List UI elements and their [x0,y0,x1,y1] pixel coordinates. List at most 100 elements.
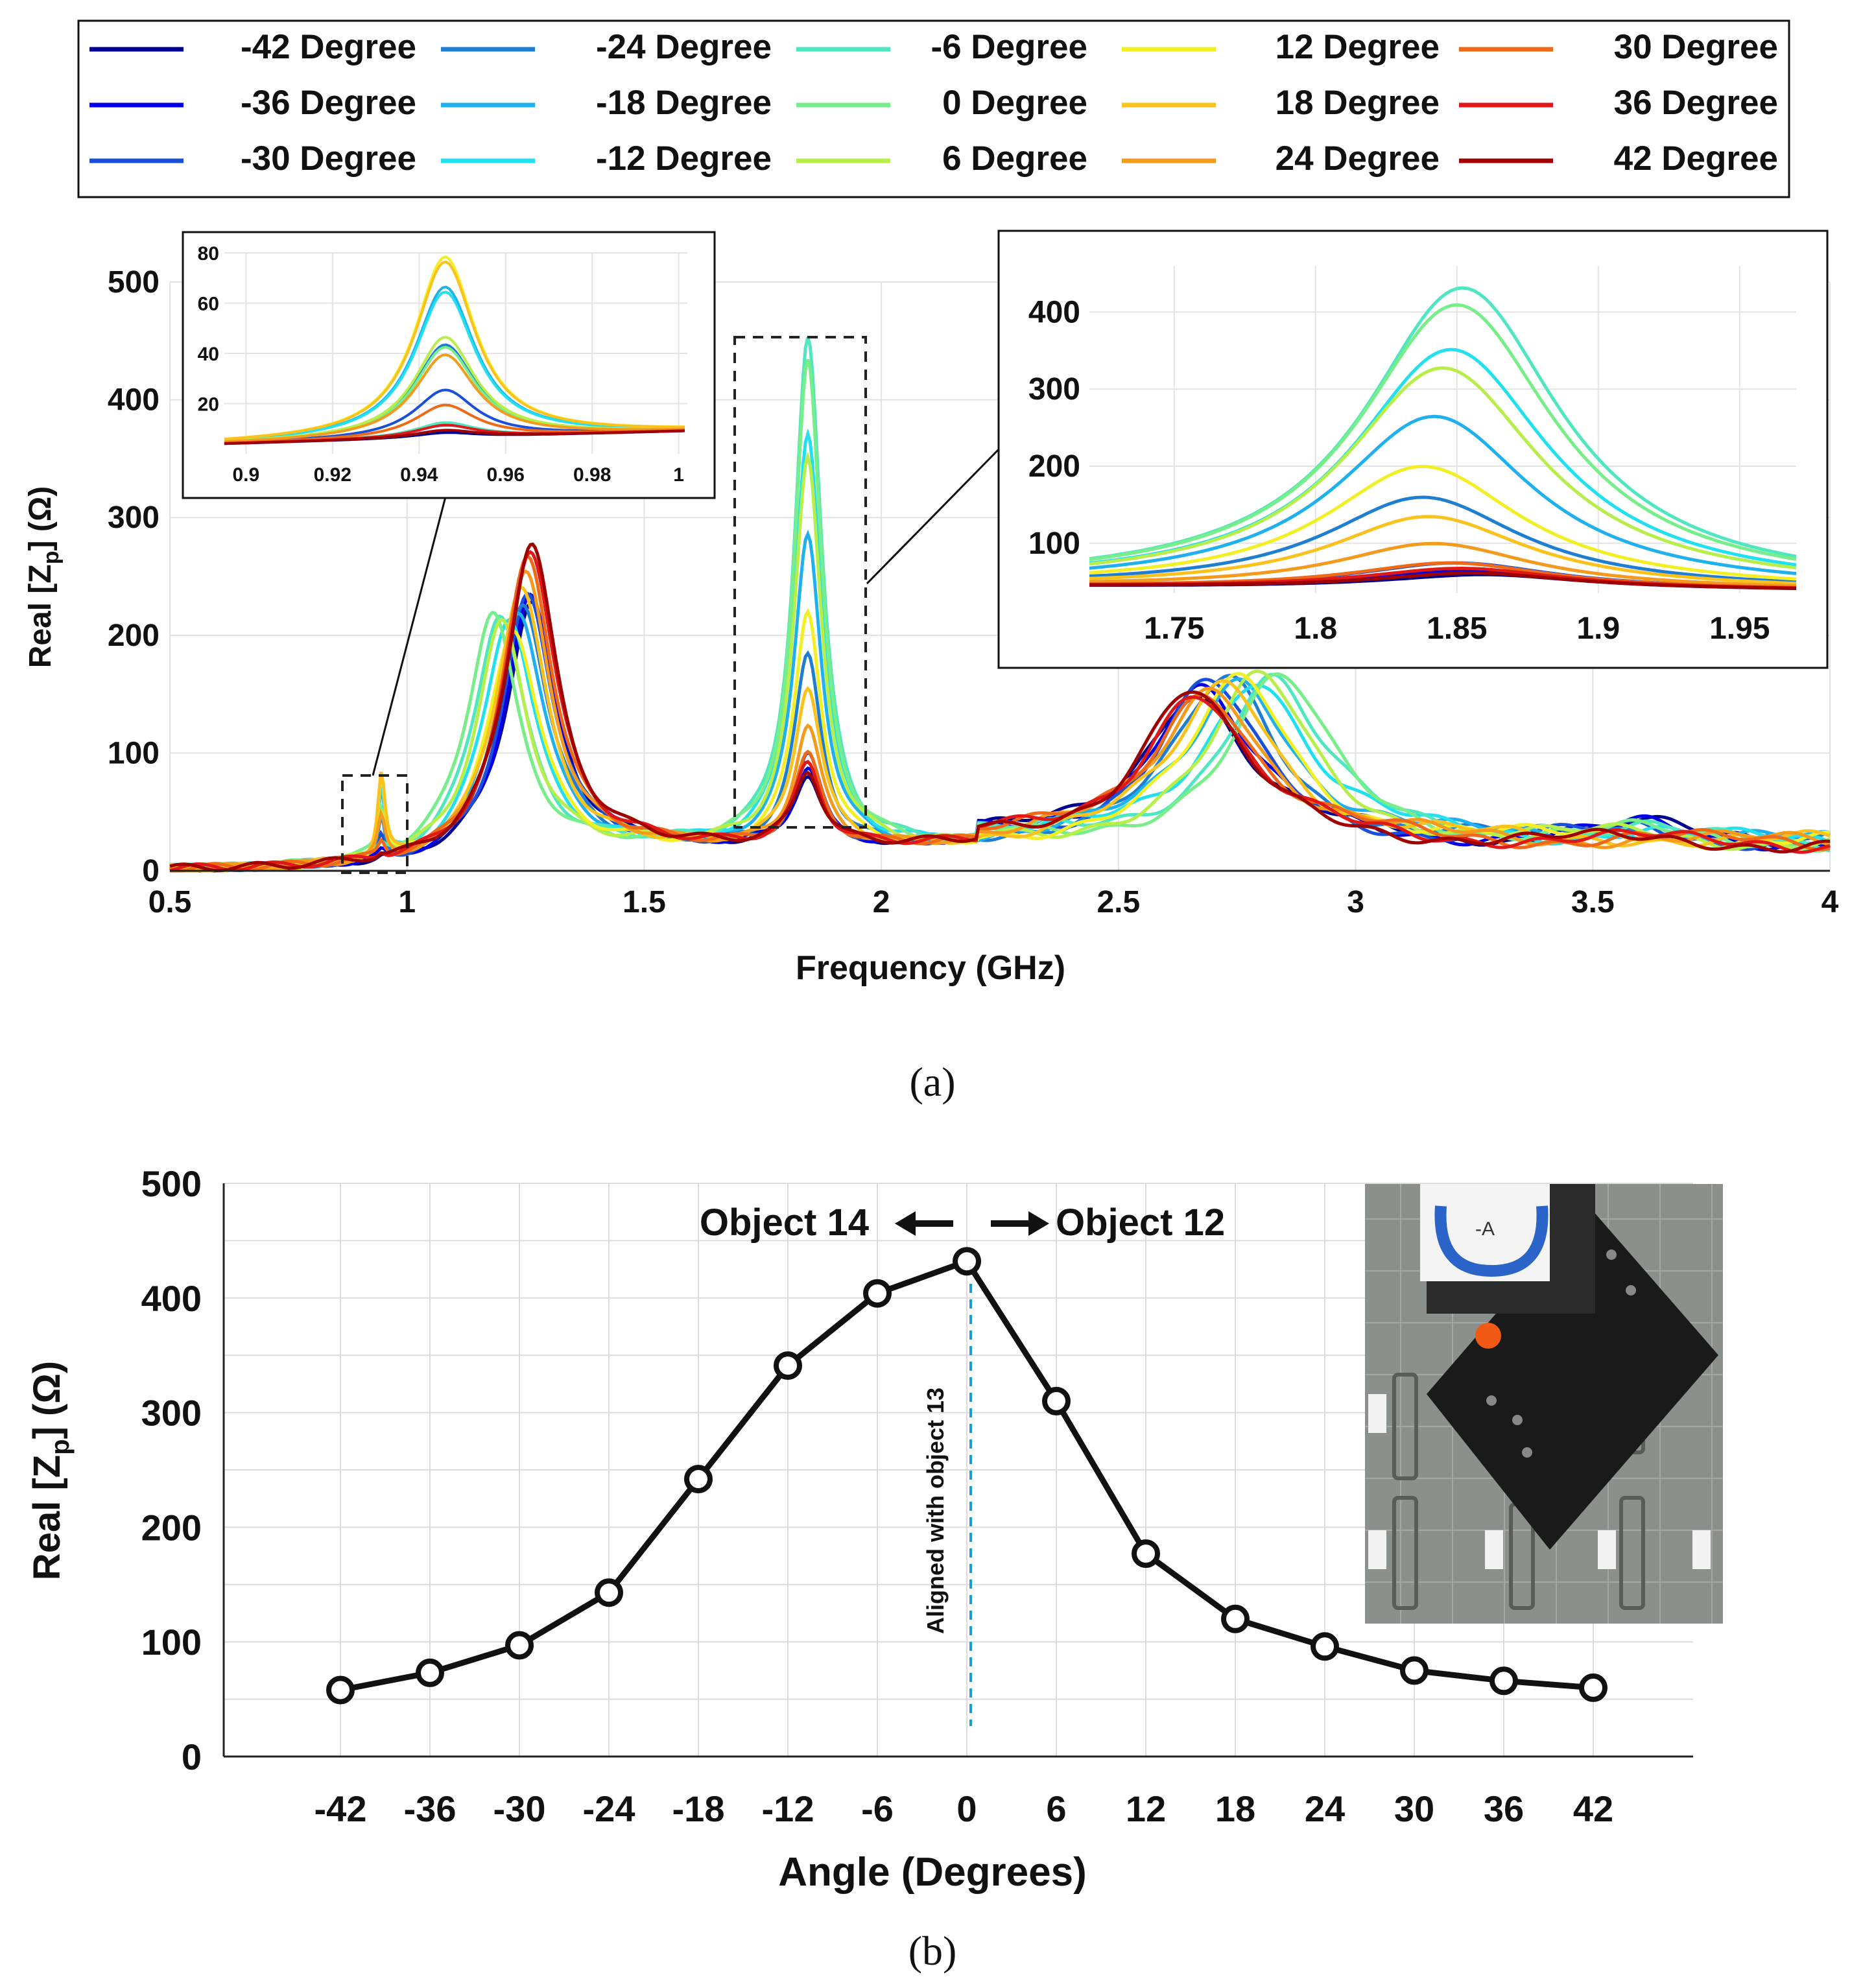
inset-left-x-tick: 1 [673,464,684,486]
b-data-point [595,1578,623,1607]
inset-left-y-tick: 40 [198,344,219,365]
inset-left-y-tick: 20 [198,394,219,416]
inset-right-series-line [1089,414,1797,575]
panel-b-series-group [326,1247,1608,1705]
rotation-arrow-icon [1434,1205,1549,1277]
panel-a-xlabel: Frequency (GHz) [796,949,1065,987]
b-y-tick-label: 200 [141,1507,202,1548]
legend-label: 36 Degree [1614,84,1778,122]
inset-right-series-line [1089,541,1797,587]
inset-right-series-line [1089,515,1797,586]
inset-left-y-tick: 80 [198,243,219,265]
b-data-point [505,1631,534,1660]
zoom-box-left [341,774,409,874]
legend-label: -12 Degree [596,139,772,178]
annotation-object-14: Object 14 [700,1201,869,1244]
legend-label: -24 Degree [596,28,772,66]
inset-left-x-tick: 0.92 [314,464,351,486]
photo-screw-3 [1486,1395,1497,1406]
inset-left-x-tick: 0.94 [400,464,438,486]
photo-rotating-fixture [1427,1206,1718,1550]
b-data-point [863,1279,892,1308]
inset-right-x-tick: 1.85 [1427,611,1487,646]
annotation-aligned-object-13: Aligned with object 13 [922,1388,949,1634]
inset-left-x-tick: 0.96 [487,464,525,486]
b-y-tick-label: 300 [141,1393,202,1434]
b-ylabel-part-close: ] (Ω) [26,1361,68,1439]
inset-right-series-line [1089,464,1797,581]
panel-a-series-group [169,337,1831,873]
x-tick-label: 1.5 [623,885,666,919]
ylabel-sub-p: p [39,550,64,564]
photo-card-label: -A [1475,1218,1495,1240]
legend-label: -36 Degree [241,84,416,122]
legend-label: 24 Degree [1276,139,1440,178]
y-tick-label: 100 [108,736,160,770]
inset-left-x-tick: 0.98 [573,464,611,486]
legend-label: 30 Degree [1614,28,1778,66]
inset-left-series-line [224,353,685,443]
y-tick-label: 300 [108,501,160,535]
b-x-tick-label: 30 [1394,1788,1434,1829]
inset-left-series-line [224,290,685,442]
b-y-tick-label: 100 [141,1622,202,1663]
b-data-point [1311,1632,1339,1661]
b-x-tick-label: 18 [1215,1788,1255,1829]
inset-right-x-tick: 1.8 [1294,611,1337,646]
x-tick-label: 2 [873,885,890,919]
b-x-tick-label: 24 [1305,1788,1345,1829]
zoom-connector-left [372,489,449,776]
inset-right-x-tick: 1.9 [1576,611,1620,646]
legend-label: 6 Degree [942,139,1087,178]
b-data-point [1579,1673,1608,1702]
b-data-point [684,1465,713,1494]
photo-screw-4 [1512,1415,1523,1425]
inset-right-series-line [1089,495,1797,584]
zoom-connector-right [866,446,1002,585]
inset-right-series-line [1089,366,1797,570]
legend-label: 42 Degree [1614,139,1778,178]
legend-label: -42 Degree [241,28,416,66]
series-line [170,554,1831,873]
b-data-point [1400,1656,1429,1685]
y-tick-label: 0 [142,854,160,888]
b-data-point [774,1351,802,1380]
b-x-tick-label: 36 [1484,1788,1524,1829]
series-line [169,359,1831,873]
photo-screw-2 [1626,1285,1636,1296]
b-data-point [1221,1604,1250,1633]
x-tick-label: 3.5 [1571,885,1615,919]
inset-left-x-tick: 0.9 [233,464,260,486]
x-tick-label: 0.5 [148,885,192,919]
b-x-tick-label: -42 [314,1788,367,1829]
inset-right-frame [997,230,1829,669]
arrow-right-icon [991,1211,1049,1236]
legend: -42 Degree -36 Degree -30 Degree -24 Degree… [77,19,1790,198]
panel-b-chart: -42 -36 -30 -24 -18 -12 -6 0 6 12 18 24 30 36 42 0 100 20… [26,1163,1723,1895]
inset-left-y-tick: 60 [198,294,219,315]
panel-b-ylabel: Real [Zp] (Ω) [26,1361,75,1580]
inset-left-frame [182,231,716,499]
inset-right-x-tick: 1.95 [1709,611,1770,646]
setup-photo: -A [1365,1184,1723,1624]
b-ylabel-sub-p: p [46,1439,75,1454]
b-y-tick-label: 500 [141,1163,202,1204]
panel-label-b: (b) [908,1928,957,1974]
photo-labels [1368,1394,1711,1569]
inset-left-chart: 0.9 0.92 0.94 0.96 0.98 1 20 40 60 80 [198,243,687,486]
legend-label: 0 Degree [942,84,1087,122]
inset-right-series-line [1089,571,1797,590]
inset-right-y-tick: 300 [1028,372,1080,407]
legend-label: -6 Degree [931,28,1087,66]
b-data-point [1489,1666,1518,1696]
b-data-point [416,1658,444,1687]
b-data-point [1042,1386,1071,1415]
b-x-tick-label: -30 [493,1788,546,1829]
inset-right-x-tick: 1.75 [1144,611,1204,646]
b-y-tick-label: 0 [182,1736,202,1777]
legend-label: -18 Degree [596,84,772,122]
annotation-object-12: Object 12 [1056,1201,1225,1244]
